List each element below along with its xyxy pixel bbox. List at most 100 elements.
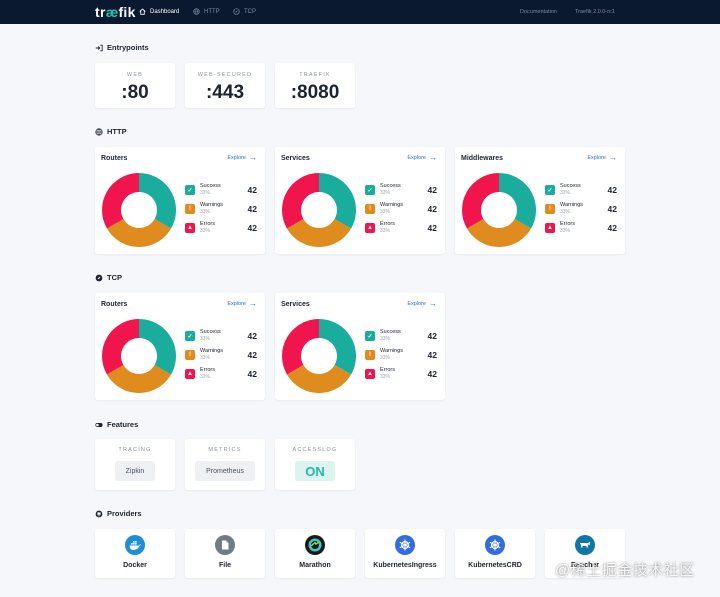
tcp-routers-card: Routers Explore → ✓ Success 33% 42 ! Warn… <box>95 293 265 400</box>
stat-percent: 33% <box>200 336 211 342</box>
entrypoint-port: :80 <box>121 82 149 103</box>
stat-label: Errors <box>200 367 215 373</box>
stat-count: 42 <box>427 331 437 341</box>
stat-warnings: ! Warnings 33% 42 <box>365 348 437 364</box>
explore-link[interactable]: Explore → <box>407 299 437 308</box>
sign-in-icon <box>95 44 103 51</box>
stat-percent: 33% <box>560 228 571 234</box>
toggle-icon <box>95 422 103 427</box>
stat-errors: ▲ Errors 33% 42 <box>365 367 437 383</box>
stat-label: Errors <box>380 367 395 373</box>
stat-label: Success <box>200 329 221 335</box>
provider-card-rancher[interactable]: Rancher <box>545 529 625 578</box>
stat-label: Errors <box>380 221 395 227</box>
docker-icon <box>125 535 145 555</box>
donut-slice-success <box>499 173 536 229</box>
stat-success: ✓ Success 33% 42 <box>185 183 257 199</box>
stat-count: 42 <box>247 204 257 214</box>
donut-slice-success <box>319 173 356 229</box>
provider-name: File <box>218 562 232 569</box>
error-icon: ▲ <box>365 223 375 233</box>
check-icon: ✓ <box>365 185 375 195</box>
provider-name: Rancher <box>570 562 599 569</box>
status-donut-chart <box>282 173 356 247</box>
provider-card-docker[interactable]: Docker <box>95 529 175 578</box>
explore-link[interactable]: Explore → <box>587 153 617 162</box>
arrow-right-icon: → <box>429 299 437 308</box>
provider-name: KubernetesCRD <box>468 562 522 569</box>
warning-icon: ! <box>185 350 195 360</box>
card-title: Services <box>281 155 310 162</box>
stat-percent: 33% <box>380 355 391 361</box>
explore-label: Explore <box>227 155 246 161</box>
arrow-right-icon: → <box>429 153 437 162</box>
home-icon <box>139 8 146 15</box>
version-label: Traefik 2.0.0-rc1 <box>575 9 615 15</box>
nav-http[interactable]: HTTP <box>193 8 220 15</box>
kubernetes-icon <box>485 535 505 555</box>
compass-icon <box>233 8 240 15</box>
arrow-right-icon: → <box>249 299 257 308</box>
provider-card-kubernetes-crd[interactable]: KubernetesCRD <box>455 529 535 578</box>
nav-dashboard[interactable]: Dashboard <box>139 8 179 15</box>
stat-label: Success <box>200 183 221 189</box>
feature-value-badge: ON <box>295 461 335 481</box>
stat-success: ✓ Success 33% 42 <box>365 183 437 199</box>
status-donut-chart <box>282 319 356 393</box>
stat-count: 42 <box>607 204 617 214</box>
card-title: Routers <box>101 301 128 308</box>
provider-card-kubernetes-ingress[interactable]: KubernetesIngress <box>365 529 445 578</box>
explore-link[interactable]: Explore → <box>407 153 437 162</box>
provider-name: Marathon <box>299 562 331 569</box>
stat-success: ✓ Success 33% 42 <box>365 329 437 345</box>
stat-warnings: ! Warnings 33% 42 <box>185 348 257 364</box>
stat-count: 42 <box>427 185 437 195</box>
traefik-logo[interactable]: træfik <box>95 4 136 20</box>
plug-icon <box>95 510 103 517</box>
entrypoint-label: WEB-SECURED <box>197 72 253 78</box>
rancher-icon <box>575 535 595 555</box>
section-http-title: HTTP <box>95 127 127 136</box>
feature-label: TRACING <box>118 447 152 453</box>
stat-warnings: ! Warnings 33% 42 <box>185 202 257 218</box>
donut-slice-warnings <box>286 364 352 393</box>
check-icon: ✓ <box>185 185 195 195</box>
stat-count: 42 <box>427 369 437 379</box>
stat-warnings: ! Warnings 33% 42 <box>545 202 617 218</box>
stat-label: Success <box>560 183 581 189</box>
warning-icon: ! <box>365 204 375 214</box>
stat-count: 42 <box>607 223 617 233</box>
stat-label: Errors <box>560 221 575 227</box>
stat-success: ✓ Success 33% 42 <box>185 329 257 345</box>
explore-link[interactable]: Explore → <box>227 153 257 162</box>
explore-label: Explore <box>407 301 426 307</box>
check-icon: ✓ <box>545 185 555 195</box>
stat-label: Warnings <box>380 202 404 208</box>
status-donut-chart <box>102 173 176 247</box>
explore-label: Explore <box>407 155 426 161</box>
error-icon: ▲ <box>185 369 195 379</box>
stat-label: Warnings <box>200 202 224 208</box>
feature-label: METRICS <box>208 447 242 453</box>
status-donut-chart <box>102 319 176 393</box>
stat-label: Success <box>380 183 401 189</box>
arrow-right-icon: → <box>609 153 617 162</box>
explore-link[interactable]: Explore → <box>227 299 257 308</box>
documentation-link[interactable]: Documentation <box>520 9 557 15</box>
error-icon: ▲ <box>365 369 375 379</box>
donut-slice-errors <box>102 319 139 375</box>
donut-slice-errors <box>282 173 319 229</box>
stat-errors: ▲ Errors 33% 42 <box>545 221 617 237</box>
stat-count: 42 <box>607 185 617 195</box>
feature-card-metrics: METRICS Prometheus <box>185 439 265 490</box>
stat-label: Success <box>380 329 401 335</box>
explore-label: Explore <box>227 301 246 307</box>
globe-icon <box>193 8 200 15</box>
arrow-right-icon: → <box>249 153 257 162</box>
compass-icon <box>95 274 103 281</box>
provider-name: KubernetesIngress <box>373 562 437 569</box>
provider-card-file[interactable]: File <box>185 529 265 578</box>
provider-card-marathon[interactable]: Marathon <box>275 529 355 578</box>
entrypoint-port: :443 <box>205 82 245 103</box>
nav-tcp[interactable]: TCP <box>233 8 256 15</box>
